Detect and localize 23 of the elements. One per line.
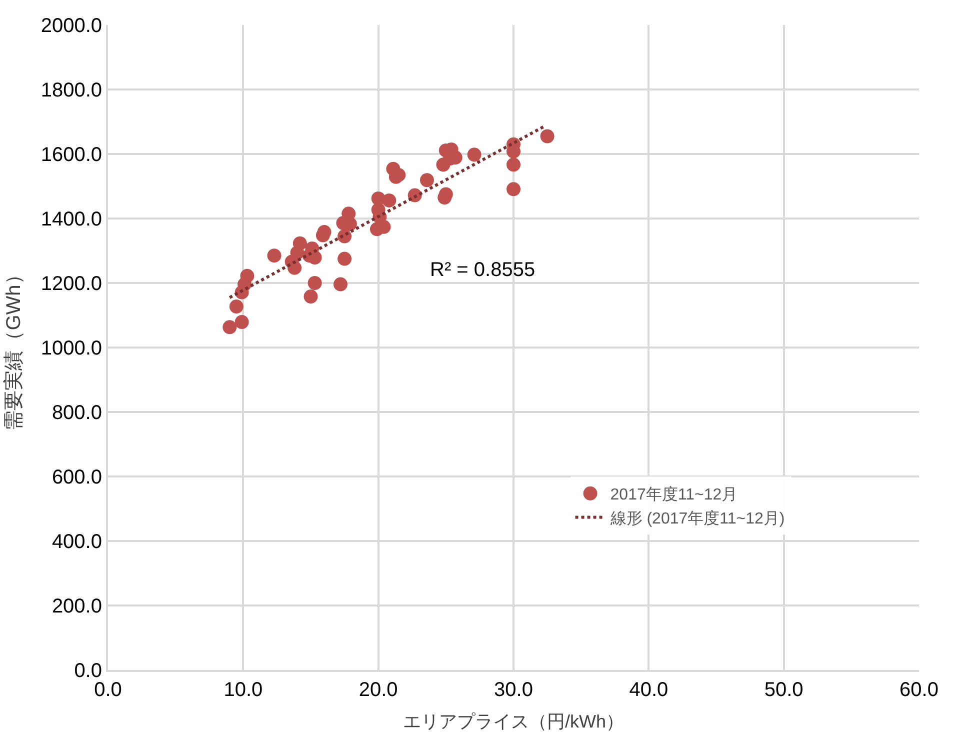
x-tick-label: 30.0 (494, 679, 533, 701)
y-axis-title: 需要実績（GWh） (2, 264, 25, 430)
y-tick-label: 400.0 (52, 531, 102, 553)
legend-label: 線形 (2017年度11~12月) (609, 509, 785, 528)
y-tick-label: 600.0 (52, 466, 102, 488)
x-tick-label: 20.0 (358, 679, 398, 701)
x-tick-label: 60.0 (900, 679, 938, 701)
y-tick-label: 1400.0 (40, 208, 102, 230)
y-tick-label: 2000.0 (40, 15, 102, 37)
x-tick-label: 10.0 (224, 679, 263, 701)
y-tick-label: 0.0 (74, 660, 102, 682)
y-tick-label: 1000.0 (40, 338, 102, 360)
y-tick-label: 1200.0 (40, 273, 102, 295)
y-tick-label: 200.0 (52, 596, 102, 618)
x-tick-label: 50.0 (764, 679, 804, 701)
y-tick-label: 1600.0 (40, 144, 102, 166)
annotation: R² = 0.8555 (430, 259, 536, 281)
x-axis-title: エリアプライス（円/kWh） (402, 712, 624, 732)
x-tick-label: 0.0 (94, 679, 122, 701)
legend-label: 2017年度11~12月 (610, 486, 738, 504)
y-tick-label: 800.0 (52, 402, 102, 424)
y-tick-label: 1800.0 (40, 80, 102, 102)
x-tick-label: 40.0 (629, 679, 668, 701)
